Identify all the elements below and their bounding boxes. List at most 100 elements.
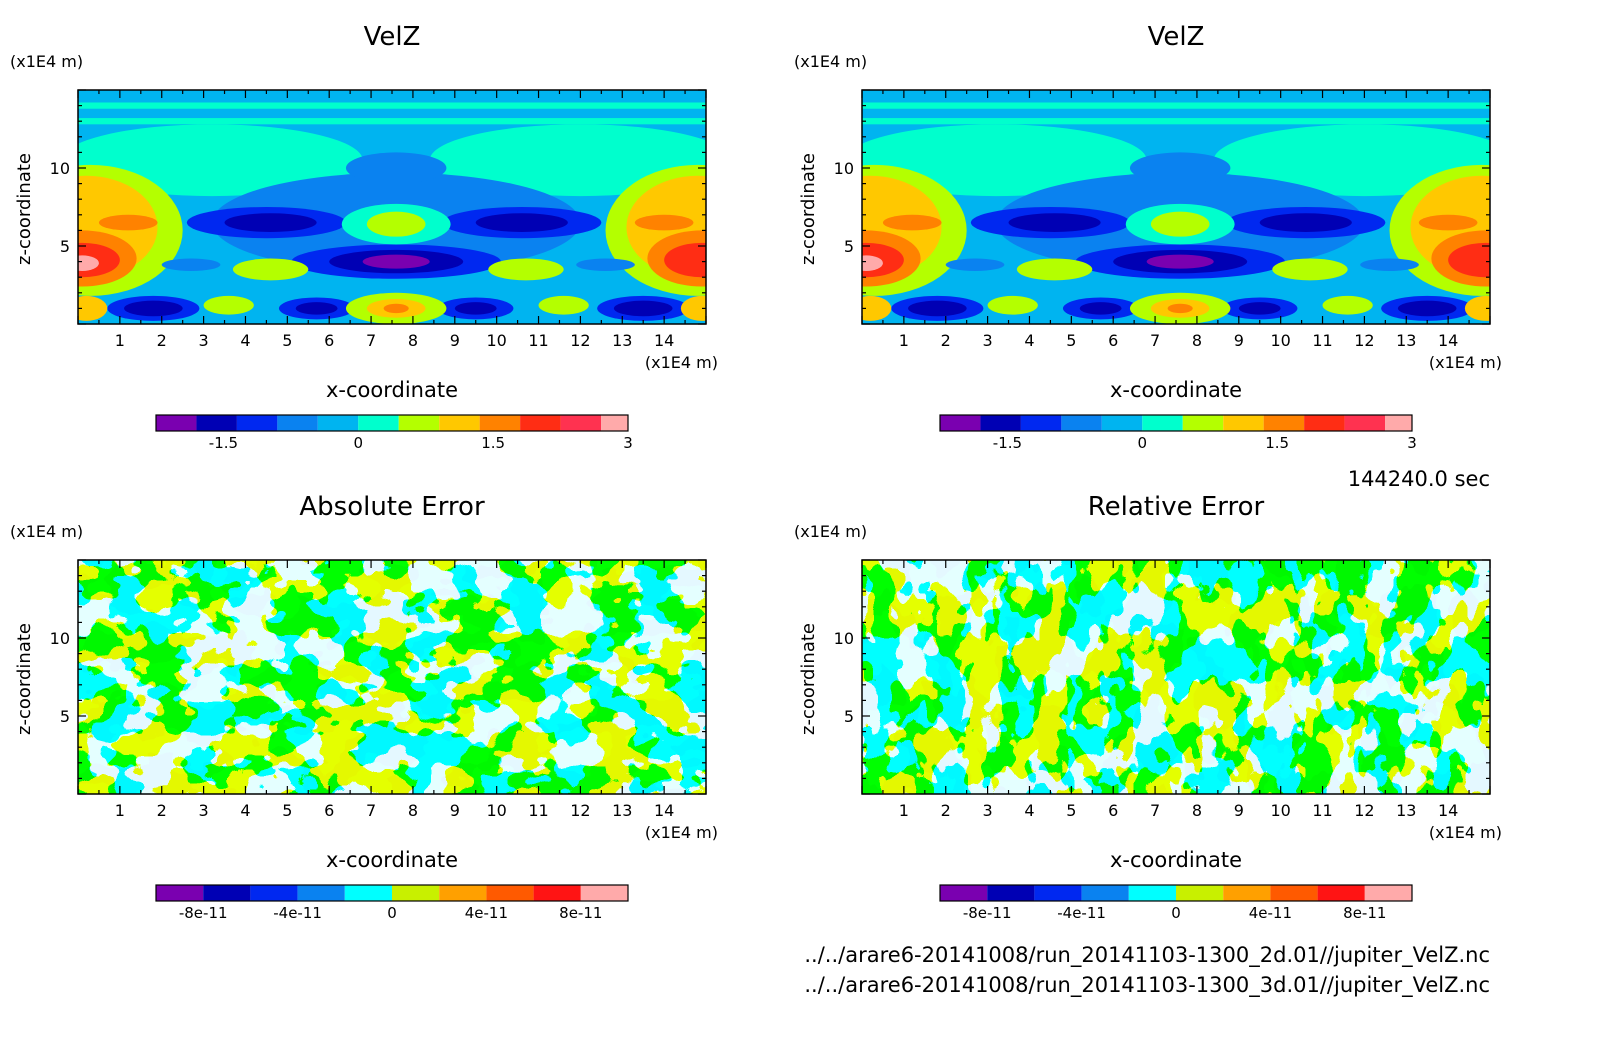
x-tick-label: 7 — [366, 331, 376, 350]
colorbar-swatch — [520, 415, 561, 431]
x-tick-label: 3 — [199, 331, 209, 350]
colorbar-swatch — [601, 415, 628, 431]
x-tick-label: 3 — [983, 801, 993, 820]
colorbar-swatch — [277, 415, 318, 431]
colorbar-swatch — [486, 885, 534, 901]
contour-fill — [1016, 258, 1093, 281]
contour-fill — [454, 302, 497, 315]
colorbar-swatch — [533, 885, 581, 901]
colorbar-swatch — [1176, 885, 1224, 901]
x-tick-label: 2 — [157, 331, 167, 350]
contour-fill — [862, 102, 1490, 109]
colorbar-swatch — [317, 415, 359, 431]
colorbar-swatch — [1223, 885, 1271, 901]
contour-fill — [538, 295, 589, 315]
colorbar-swatch — [236, 415, 278, 431]
x-tick-label: 1 — [115, 331, 125, 350]
colorbar-tick-label: -4e-11 — [273, 904, 322, 922]
contour-fill — [1464, 295, 1490, 321]
x-tick-label: 2 — [157, 801, 167, 820]
colorbar-swatch — [940, 415, 981, 431]
contour-fill — [862, 295, 892, 321]
contour-fill — [908, 300, 967, 317]
colorbar-swatch — [1142, 415, 1183, 431]
colorbar-frame — [155, 884, 629, 902]
x-tick-label: 6 — [324, 331, 334, 350]
contour-fill — [78, 124, 363, 197]
colorbar-swatch — [203, 885, 251, 901]
colorbar-swatch — [1223, 415, 1264, 431]
colorbar-swatch — [1270, 885, 1318, 901]
x-tick-label: 9 — [450, 331, 460, 350]
y-axis-label: z-coordinate — [14, 153, 35, 265]
x-tick-label: 4 — [240, 801, 250, 820]
y-tick-label: 10 — [834, 159, 854, 178]
contour-fill — [488, 258, 564, 281]
contour-fill — [882, 214, 942, 231]
colorbar-swatch — [1317, 885, 1365, 901]
colorbar-tick-label: 1.5 — [481, 434, 505, 452]
x-tick-label: 8 — [408, 331, 418, 350]
x-tick-label: 5 — [1066, 331, 1076, 350]
chart-title: Relative Error — [1088, 492, 1265, 522]
y-axis-label: z-coordinate — [14, 623, 35, 735]
x-tick-label: 6 — [1108, 801, 1118, 820]
y-tick-label: 10 — [50, 629, 70, 648]
y-axis-label: z-coordinate — [798, 153, 819, 265]
x-tick-label: 5 — [282, 331, 292, 350]
colorbar-swatch — [398, 415, 440, 431]
colorbar-tick-label: 0 — [387, 904, 397, 922]
contour-field — [78, 90, 706, 324]
time-label: 144240.0 sec — [1348, 467, 1490, 491]
x-axis-unit: (x1E4 m) — [645, 823, 718, 842]
contour-fill — [1150, 211, 1210, 237]
x-axis-unit: (x1E4 m) — [645, 353, 718, 372]
colorbar-frame — [939, 414, 1413, 432]
contour-fill — [1213, 124, 1490, 197]
contour-fill — [383, 303, 409, 314]
x-tick-label: 8 — [408, 801, 418, 820]
x-tick-label: 7 — [1150, 331, 1160, 350]
x-tick-label: 10 — [1270, 801, 1290, 820]
colorbar-tick-label: 3 — [623, 434, 633, 452]
contour-fill — [1397, 300, 1457, 317]
contour-fill — [862, 118, 1490, 125]
x-tick-label: 12 — [1354, 331, 1374, 350]
x-tick-label: 4 — [1024, 331, 1034, 350]
colorbar-swatch — [1081, 885, 1129, 901]
x-tick-label: 5 — [1066, 801, 1076, 820]
contour-fill — [862, 255, 883, 271]
contour-fill — [161, 258, 221, 271]
colorbar-swatch — [1182, 415, 1224, 431]
x-axis-unit: (x1E4 m) — [1429, 823, 1502, 842]
colorbar-tick-label: 8e-11 — [1343, 904, 1386, 922]
contour-fill — [576, 258, 635, 271]
colorbar-tick-label: 0 — [1138, 434, 1148, 452]
chart-title: Absolute Error — [299, 492, 485, 522]
x-tick-label: 13 — [1396, 801, 1416, 820]
colorbar-swatch — [358, 415, 399, 431]
contour-fill — [1167, 303, 1193, 314]
contour-field — [862, 90, 1490, 324]
x-tick-label: 4 — [1024, 801, 1034, 820]
contour-field — [78, 560, 706, 794]
colorbar-swatch — [1020, 415, 1062, 431]
contour-fill — [987, 295, 1038, 315]
colorbar-tick-label: 4e-11 — [465, 904, 508, 922]
x-tick-label: 14 — [654, 801, 674, 820]
contour-fill — [78, 295, 108, 321]
contour-fill — [345, 152, 447, 184]
x-tick-label: 9 — [450, 801, 460, 820]
colorbar-swatch — [196, 415, 237, 431]
y-axis-label: z-coordinate — [798, 623, 819, 735]
panel-velz-right: VelZ(x1E4 m)1 2 3 4 5 6 7 8 9 10 11 12 13 14510(x1E4 … — [794, 22, 1502, 452]
x-axis-label: x-coordinate — [1110, 848, 1242, 872]
contour-fill — [634, 214, 694, 231]
x-tick-label: 11 — [1312, 801, 1332, 820]
x-tick-label: 12 — [1354, 801, 1374, 820]
colorbar-swatch — [156, 885, 204, 901]
x-tick-label: 10 — [486, 801, 506, 820]
contour-fill — [1322, 295, 1373, 315]
colorbar-swatch — [980, 415, 1021, 431]
x-tick-label: 12 — [570, 801, 590, 820]
